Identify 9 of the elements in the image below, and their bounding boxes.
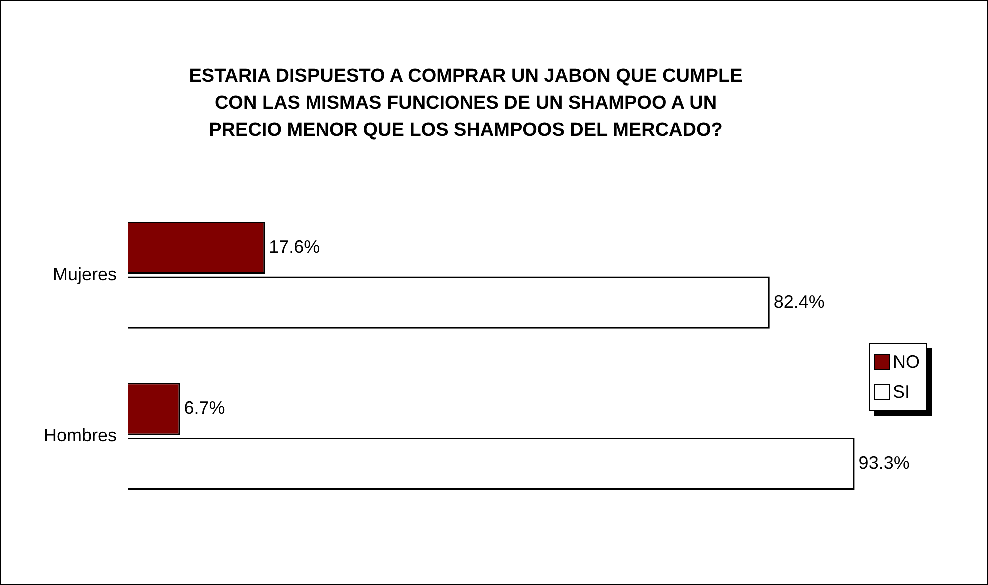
data-label: 82.4% bbox=[774, 292, 825, 312]
legend-label: NO bbox=[893, 352, 920, 372]
data-label: 93.3% bbox=[858, 452, 910, 473]
text: SI bbox=[893, 382, 910, 402]
y-tick-label: Mujeres bbox=[52, 264, 118, 284]
data-label: 17.6% bbox=[269, 236, 320, 257]
chart-title: ESTARIA DISPUESTO A COMPRAR UN JABON QUE CUMPLE CON LAS MISMAS FUNCIONES DE UN SHAMPOO A UN PRECIO MENOR QUE LOS SHAMPOOS DEL MERCADO? bbox=[188, 65, 744, 143]
y-tick-label: Hombres bbox=[44, 426, 118, 446]
data-label: 6.7% bbox=[184, 398, 226, 418]
